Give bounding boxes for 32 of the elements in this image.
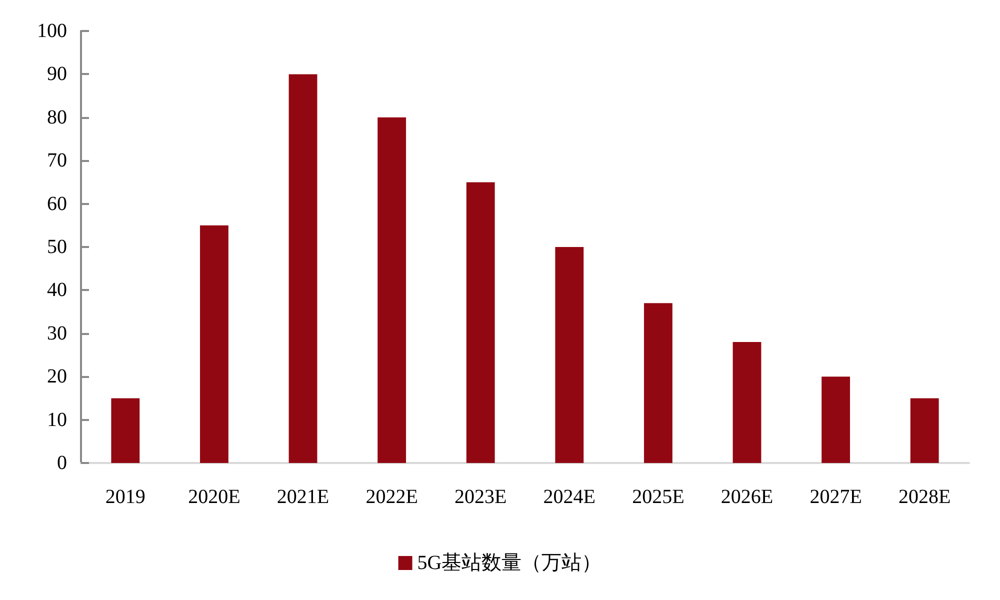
x-tick-label: 2026E bbox=[720, 486, 774, 508]
x-tick-label: 2020E bbox=[188, 486, 240, 508]
y-tick-label: 10 bbox=[47, 408, 67, 431]
bar bbox=[111, 398, 140, 463]
bar bbox=[200, 225, 228, 463]
y-tick-label: 90 bbox=[47, 63, 67, 86]
x-tick-label: 2025E bbox=[632, 486, 684, 508]
bar bbox=[822, 376, 850, 463]
y-tick-label: 100 bbox=[37, 20, 67, 42]
y-tick-label: 40 bbox=[47, 279, 67, 302]
x-tick-label: 2019 bbox=[105, 486, 146, 508]
bar bbox=[288, 74, 318, 463]
y-tick-label: 30 bbox=[47, 322, 67, 344]
y-tick-label: 0 bbox=[57, 452, 67, 474]
y-tick-label: 50 bbox=[47, 236, 67, 258]
y-tick-label: 80 bbox=[47, 106, 67, 128]
x-tick-label: 2027E bbox=[810, 486, 862, 508]
bar bbox=[466, 182, 495, 463]
bar bbox=[644, 303, 672, 463]
bar bbox=[555, 247, 584, 463]
y-tick-label: 20 bbox=[47, 366, 67, 388]
x-tick-label: 2028E bbox=[898, 486, 951, 508]
x-tick-label: 2022E bbox=[366, 486, 418, 508]
legend-label: 5G基站数量（万站） bbox=[417, 552, 602, 574]
bar bbox=[910, 398, 939, 463]
x-tick-label: 2024E bbox=[543, 486, 596, 508]
bar bbox=[378, 117, 406, 463]
bar bbox=[732, 342, 762, 463]
x-tick-label: 2021E bbox=[276, 486, 330, 508]
y-tick-label: 60 bbox=[47, 192, 67, 215]
x-tick-label: 2023E bbox=[454, 486, 507, 508]
y-tick-label: 70 bbox=[47, 150, 67, 172]
